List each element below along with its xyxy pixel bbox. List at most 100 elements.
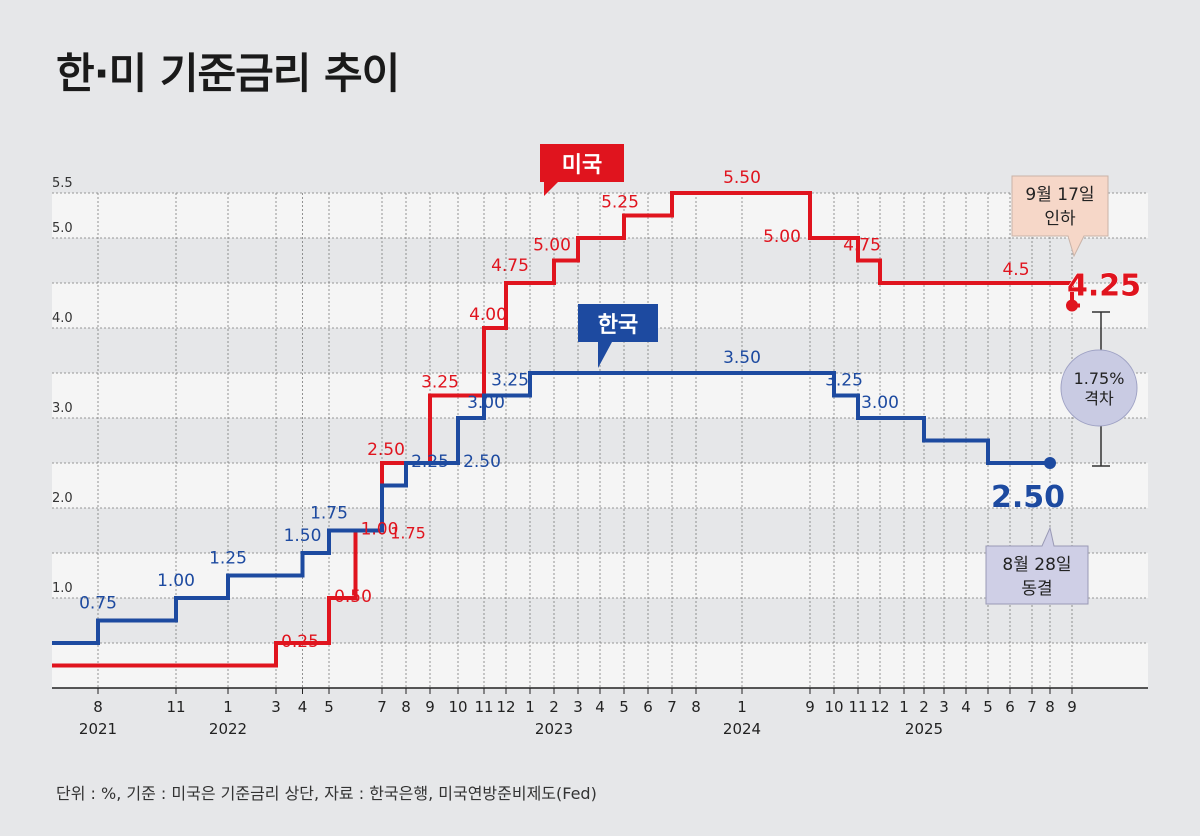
x-year-label: 2022 [209, 720, 247, 738]
x-tick-label: 5 [324, 698, 334, 716]
series-lines [52, 191, 1080, 668]
korea-value-label: 3.00 [861, 393, 899, 413]
chart-title: 한·미 기준금리 추이 [56, 49, 400, 98]
us-tag-box [540, 144, 624, 196]
x-tick-label: 4 [961, 698, 971, 716]
us-value-label: 4.75 [843, 236, 881, 256]
source-footnote: 단위 : %, 기준 : 미국은 기준금리 상단, 자료 : 한국은행, 미국연… [56, 784, 597, 803]
x-tick-label: 3 [271, 698, 281, 716]
x-tick-label: 2 [919, 698, 929, 716]
x-tick-label: 12 [870, 698, 889, 716]
x-tick-label: 1 [737, 698, 747, 716]
us-value-label: 5.50 [723, 168, 761, 188]
x-tick-label: 8 [93, 698, 103, 716]
korea-value-label: 2.50 [463, 452, 501, 472]
korea-value-label: 1.25 [209, 549, 247, 569]
korea-value-label: 3.25 [825, 371, 863, 391]
x-tick-label: 1 [525, 698, 535, 716]
us-value-label: 0.50 [334, 587, 372, 607]
y-tick-label: 4.0 [52, 311, 73, 326]
korea-value-label: 1.50 [284, 526, 322, 546]
x-tick-label: 10 [824, 698, 843, 716]
us-cut-note: 9월 17일 인하 [1011, 175, 1109, 258]
rate-gap-marker: 1.75% 격차 [1060, 311, 1138, 467]
korea-series-tag: 한국 [578, 304, 658, 368]
us-note-line2: 인하 [1044, 209, 1076, 229]
korea-tag-box [578, 304, 658, 368]
us-rate-line [52, 191, 1080, 668]
x-tick-label: 6 [643, 698, 653, 716]
us-value-label: 4.75 [491, 256, 529, 276]
us-note-box [1011, 175, 1109, 258]
korea-rate-line [52, 371, 1050, 645]
x-year-label: 2023 [535, 720, 573, 738]
y-tick-label: 3.0 [52, 401, 73, 416]
us-end-point [1066, 299, 1078, 312]
x-tick-label: 9 [805, 698, 815, 716]
korea-tag-label: 한국 [598, 313, 638, 338]
us-value-label: 0.25 [281, 632, 319, 652]
x-tick-label: 1 [899, 698, 909, 716]
us-value-label: 1.75 [390, 524, 426, 543]
x-year-label: 2024 [723, 720, 761, 738]
gap-line1: 1.75% [1074, 369, 1125, 388]
x-tick-label: 6 [1005, 698, 1015, 716]
data-labels: 0.250.501.001.752.503.254.004.755.005.25… [79, 168, 1141, 652]
x-tick-label: 8 [401, 698, 411, 716]
x-tick-label: 5 [619, 698, 629, 716]
us-value-label: 5.00 [763, 227, 801, 247]
x-tick-label: 2 [549, 698, 559, 716]
x-tick-label: 11 [474, 698, 493, 716]
x-tick-label: 9 [425, 698, 435, 716]
korea-note-line1: 8월 28일 [1002, 555, 1071, 575]
korea-end-point [1044, 457, 1056, 469]
us-value-label: 5.25 [601, 193, 639, 213]
us-value-label: 4.00 [469, 305, 507, 325]
x-tick-label: 11 [166, 698, 185, 716]
y-tick-label: 5.5 [52, 176, 73, 191]
x-tick-label: 7 [1027, 698, 1037, 716]
x-tick-label: 7 [667, 698, 677, 716]
x-tick-label: 4 [298, 698, 308, 716]
y-tick-label: 2.0 [52, 491, 73, 506]
us-tag-label: 미국 [562, 153, 602, 178]
us-value-label: 4.5 [1002, 260, 1029, 280]
x-tick-label: 11 [848, 698, 867, 716]
x-tick-label: 12 [496, 698, 515, 716]
x-tick-label: 1 [223, 698, 233, 716]
korea-value-label: 0.75 [79, 594, 117, 614]
korea-value-label: 2.50 [991, 480, 1065, 515]
us-value-label: 4.25 [1067, 269, 1141, 304]
korea-value-label: 3.00 [467, 393, 505, 413]
korea-value-label: 2.25 [411, 452, 449, 472]
x-tick-label: 5 [983, 698, 993, 716]
x-tick-label: 9 [1067, 698, 1077, 716]
plot-band [52, 373, 1148, 418]
us-value-label: 2.50 [367, 440, 405, 460]
us-series-tag: 미국 [540, 144, 624, 196]
x-tick-label: 7 [377, 698, 387, 716]
x-year-label: 2021 [79, 720, 117, 738]
us-value-label: 1.00 [361, 520, 399, 540]
korea-hold-note: 8월 28일 동결 [985, 526, 1089, 605]
gap-line2: 격차 [1084, 389, 1114, 408]
x-tick-label: 4 [595, 698, 605, 716]
x-tick-label: 8 [1045, 698, 1055, 716]
us-note-line1: 9월 17일 [1025, 185, 1094, 205]
plot-band [52, 193, 1148, 238]
x-tick-label: 8 [691, 698, 701, 716]
y-axis-ticks: 1.0 2.0 3.0 4.0 5.0 5.5 [52, 176, 73, 596]
korea-note-line2: 동결 [1021, 579, 1052, 599]
x-year-label: 2025 [905, 720, 943, 738]
y-tick-label: 5.0 [52, 221, 73, 236]
korea-value-label: 1.75 [310, 504, 348, 524]
korea-value-label: 1.00 [157, 571, 195, 591]
y-tick-label: 1.0 [52, 581, 73, 596]
korea-value-label: 3.50 [723, 348, 761, 368]
us-value-label: 5.00 [533, 236, 571, 256]
x-axis-ticks: 8 11 1 3 4 5 7 8 9 10 11 12 1 2 3 4 5 6 7 8 1 9 10 11 12 1 2 3 4 5 6 7 8… [79, 688, 1077, 738]
x-tick-label: 3 [939, 698, 949, 716]
gap-badge [1060, 349, 1138, 427]
korea-note-box [985, 526, 1089, 605]
